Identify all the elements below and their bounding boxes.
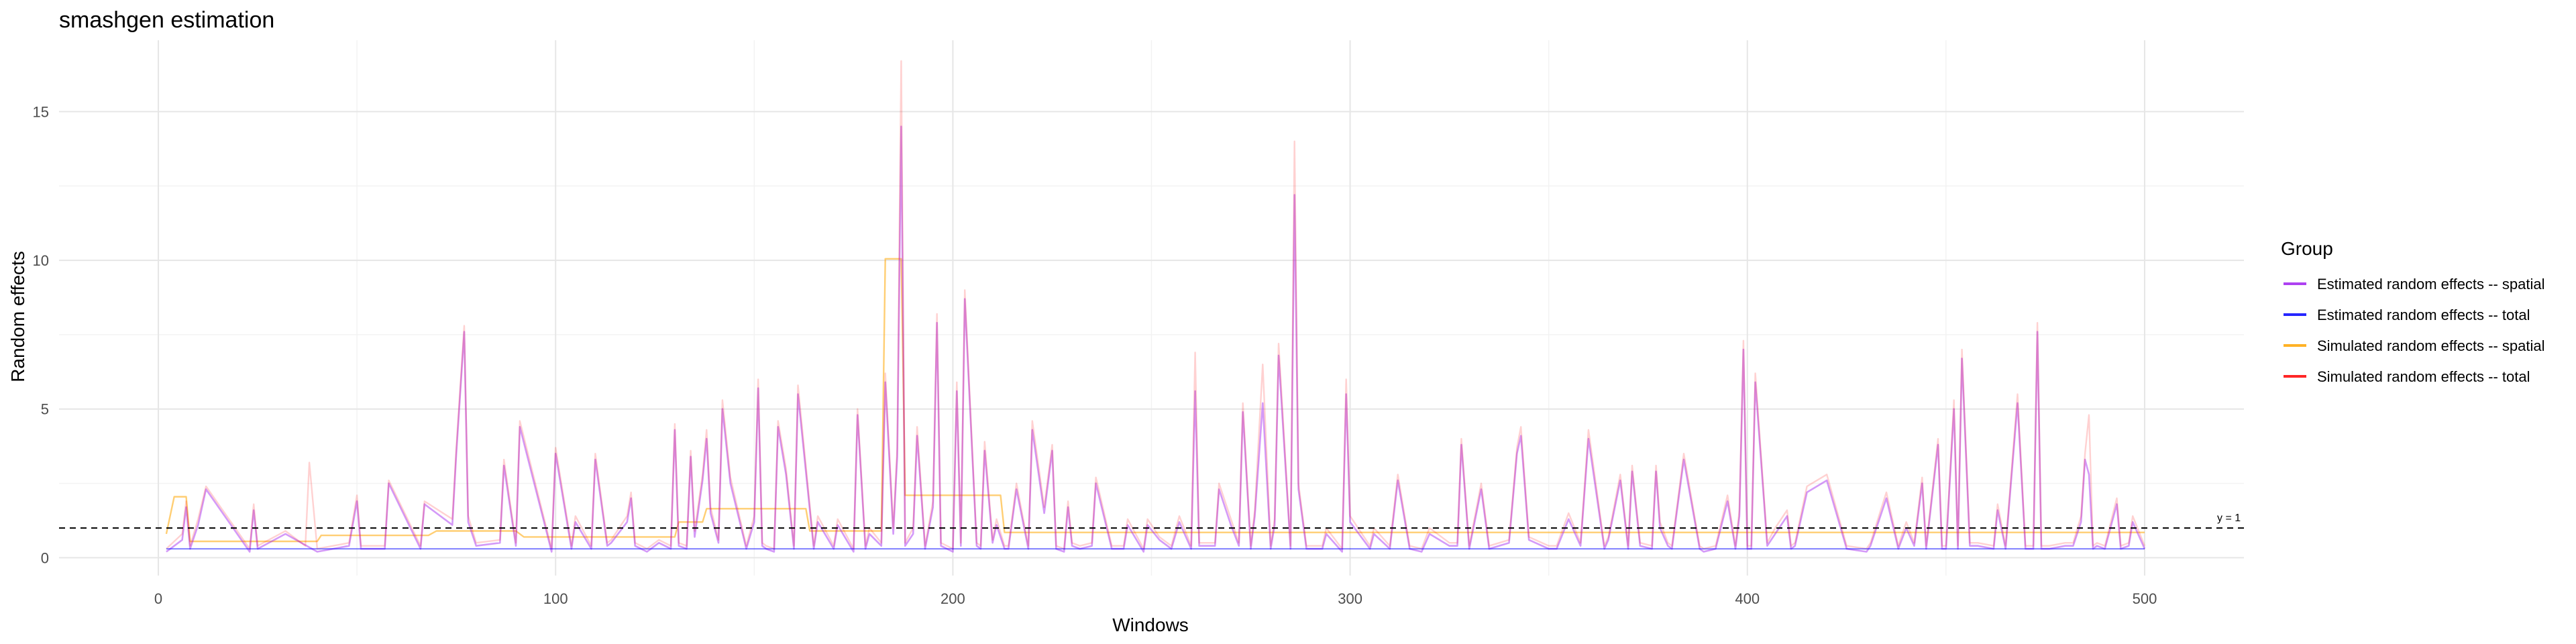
- major-grid: [59, 40, 2244, 576]
- x-axis-title: Windows: [1112, 614, 1189, 635]
- legend-title: Group: [2281, 238, 2333, 259]
- x-tick-label: 300: [1338, 590, 1362, 607]
- y-tick-label: 5: [41, 401, 49, 418]
- x-tick-labels: 0 100 200 300 400 500: [154, 590, 2157, 607]
- series-layer: [165, 60, 2146, 553]
- x-tick-label: 400: [1735, 590, 1760, 607]
- y-tick-label: 10: [33, 252, 49, 269]
- legend-label: Simulated random effects -- spatial: [2317, 337, 2545, 354]
- y-tick-labels: 0 5 10 15: [33, 103, 49, 566]
- series-line-1: [166, 125, 2146, 553]
- series-line-0: [165, 258, 2145, 543]
- x-tick-label: 0: [154, 590, 162, 607]
- legend-label: Estimated random effects -- total: [2317, 307, 2530, 323]
- x-tick-label: 200: [941, 590, 965, 607]
- y-tick-label: 0: [41, 549, 49, 566]
- x-tick-label: 500: [2133, 590, 2157, 607]
- y-axis-title: Random effects: [7, 251, 28, 382]
- reference-line-label: y = 1: [2217, 513, 2241, 524]
- x-tick-label: 100: [543, 590, 568, 607]
- legend-label: Estimated random effects -- spatial: [2317, 276, 2545, 292]
- chart-title: smashgen estimation: [59, 7, 274, 33]
- series-line-2: [166, 60, 2146, 550]
- y-tick-label: 15: [33, 103, 49, 120]
- legend-label: Simulated random effects -- total: [2317, 368, 2530, 385]
- legend: Group Estimated random effects -- spatia…: [2281, 238, 2545, 385]
- reference-line-layer: y = 1: [59, 513, 2244, 529]
- minor-grid: [59, 40, 2244, 576]
